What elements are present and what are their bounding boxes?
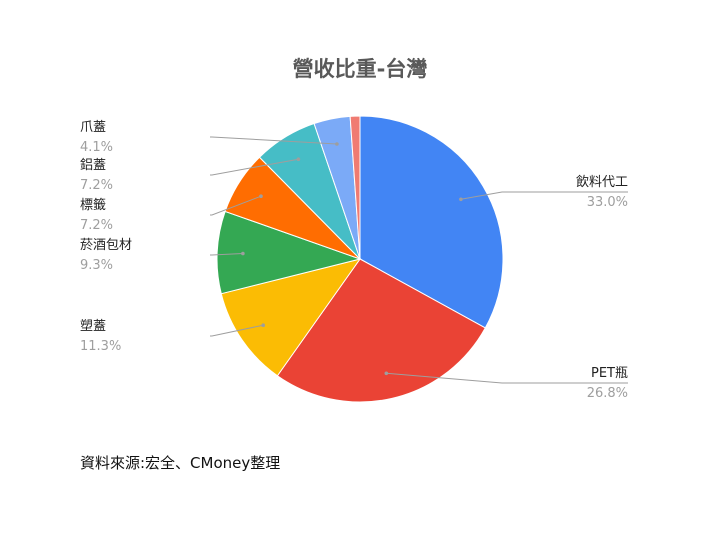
- leader-dot-2: [384, 371, 389, 376]
- leader-lines: [210, 136, 628, 384]
- leader-dot-5: [259, 194, 263, 198]
- slice-label-2: PET瓶: [591, 366, 628, 381]
- slice-label-5: 標籤: [80, 198, 106, 213]
- pie-slice-1: [359, 115, 504, 329]
- leader-line-4: [210, 253, 243, 256]
- leader-line-2: [386, 372, 628, 384]
- slice-value-2: 26.8%: [587, 386, 628, 401]
- slice-label-6: 鋁蓋: [80, 158, 106, 173]
- leader-dot-4: [241, 251, 245, 256]
- leader-line-1: [460, 191, 628, 200]
- leader-line-7: [210, 136, 337, 145]
- slice-labels: 飲料代工 33.0% PET瓶 26.8% 塑蓋 11.3% 菸酒包材 9.3% 標籤 7.2% 鋁…: [80, 120, 628, 401]
- slice-label-7: 爪蓋: [80, 120, 106, 135]
- pie-slice-3: [220, 258, 362, 377]
- slice-value-5: 7.2%: [80, 218, 113, 233]
- slice-label-1: 飲料代工: [576, 174, 628, 190]
- pie-slice-4: [216, 210, 362, 295]
- chart-title: 營收比重-台灣: [293, 57, 428, 81]
- slice-label-3: 塑蓋: [80, 319, 106, 334]
- slice-value-3: 11.3%: [80, 339, 121, 354]
- leader-dot-3: [261, 323, 266, 328]
- slice-value-6: 7.2%: [80, 178, 113, 193]
- slice-value-1: 33.0%: [587, 195, 628, 210]
- pie-slice-remainder: [349, 115, 361, 260]
- leader-dot-1: [459, 197, 463, 202]
- pie-slice-2: [276, 258, 486, 403]
- leader-line-6: [210, 158, 299, 176]
- source-note: 資料來源:宏全、CMoney整理: [80, 454, 281, 472]
- slice-value-4: 9.3%: [80, 258, 113, 273]
- pie-slices: [216, 115, 504, 403]
- slice-label-4: 菸酒包材: [80, 238, 132, 253]
- leader-line-3: [210, 324, 264, 337]
- leader-dot-6: [296, 157, 301, 161]
- leader-dot-7: [335, 142, 339, 146]
- slice-value-7: 4.1%: [80, 140, 113, 155]
- leader-line-5: [210, 195, 262, 216]
